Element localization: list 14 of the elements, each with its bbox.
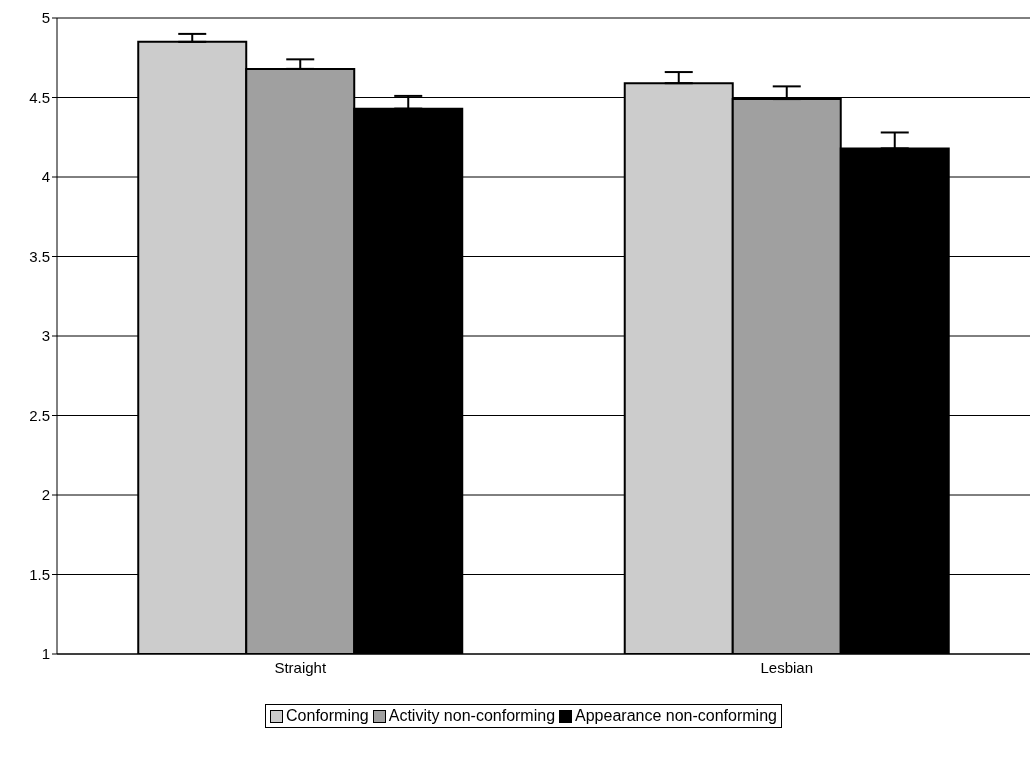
y-tick-label: 3 — [41, 327, 50, 345]
legend-label: Activity non-conforming — [387, 707, 556, 725]
y-tick-label: 1 — [41, 645, 50, 663]
x-tick-label: Straight — [274, 658, 327, 676]
y-tick-label: 3.5 — [29, 247, 50, 265]
y-tick-label: 2 — [41, 486, 50, 504]
legend-label: Appearance non-conforming — [574, 707, 777, 725]
y-tick-label: 4 — [41, 168, 50, 186]
y-tick-label: 2.5 — [29, 406, 50, 424]
y-tick-label: 4.5 — [29, 88, 50, 106]
x-tick-label: Lesbian — [760, 658, 814, 676]
legend-label: Conforming — [285, 707, 369, 725]
y-tick-label: 1.5 — [29, 565, 50, 583]
y-tick-label: 5 — [41, 9, 50, 27]
